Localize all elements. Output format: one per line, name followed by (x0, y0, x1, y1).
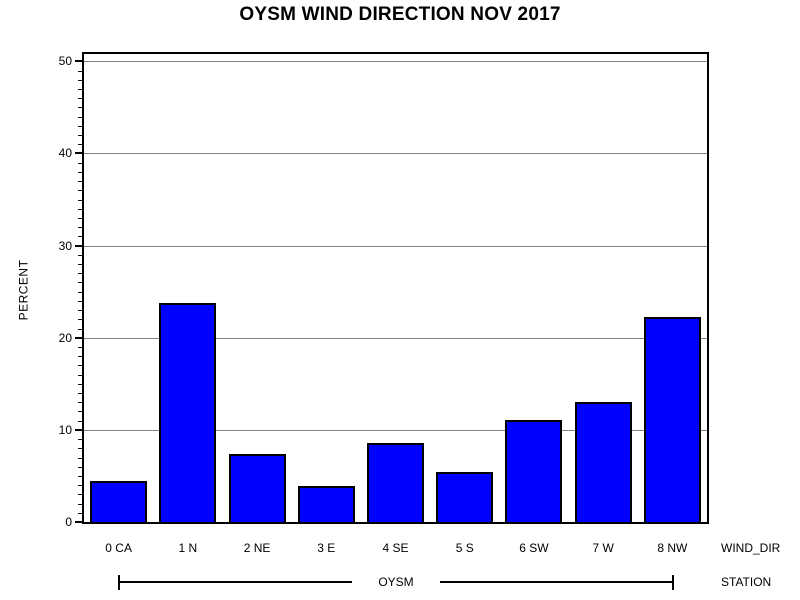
y-tick-label-40: 40 (58, 146, 72, 161)
y-minor-tick (78, 199, 82, 201)
bar-8-nw (643, 317, 701, 522)
x-label-1-n: 1 N (178, 541, 198, 555)
y-minor-tick (78, 264, 82, 266)
y-axis-title-container: PERCENT (4, 240, 42, 340)
y-tick-label-10: 10 (58, 422, 72, 437)
x-label-4-se: 4 SE (382, 541, 409, 555)
x-label-6-sw: 6 SW (519, 541, 549, 555)
y-major-tick-20 (75, 336, 82, 339)
plot-area (82, 52, 709, 524)
y-minor-tick (78, 181, 82, 183)
y-minor-tick (78, 98, 82, 100)
y-minor-tick (78, 125, 82, 127)
x-label-3-e: 3 E (317, 541, 336, 555)
y-minor-tick (78, 300, 82, 302)
y-minor-tick (78, 89, 82, 90)
bar-6-sw (505, 419, 563, 522)
y-minor-tick (78, 135, 82, 137)
y-minor-tick (78, 411, 82, 413)
y-minor-tick (78, 356, 82, 358)
y-tick-label-20: 20 (58, 330, 72, 345)
y-minor-tick (78, 346, 82, 348)
bar-5-s (436, 472, 494, 522)
y-minor-tick (78, 512, 82, 514)
y-minor-tick (78, 217, 82, 219)
y-minor-tick (78, 466, 82, 468)
y-minor-tick (78, 171, 82, 173)
bar-3-e (297, 486, 355, 522)
y-major-tick-50 (75, 60, 82, 63)
y-minor-tick (78, 365, 82, 367)
gridline-50 (84, 61, 707, 63)
y-minor-tick (78, 107, 82, 109)
y-minor-tick (78, 282, 82, 284)
x-label-7-w: 7 W (592, 541, 614, 555)
bracket-line-right (439, 581, 672, 583)
bar-7-w (574, 402, 632, 522)
y-minor-tick (78, 402, 82, 404)
y-minor-tick (78, 291, 82, 293)
y-minor-tick (78, 383, 82, 385)
y-minor-tick (78, 494, 82, 496)
y-minor-tick (78, 116, 82, 118)
y-minor-tick (78, 374, 82, 376)
y-major-tick-30 (75, 244, 82, 247)
y-minor-tick (78, 162, 82, 164)
bar-4-se (367, 442, 424, 522)
y-major-tick-0 (75, 521, 82, 523)
x-label-8-nw: 8 NW (657, 541, 688, 555)
y-minor-tick (78, 310, 82, 312)
bracket-left-tick (118, 574, 120, 590)
y-minor-tick (78, 190, 82, 192)
y-minor-tick (78, 503, 82, 505)
y-minor-tick (78, 144, 82, 146)
y-tick-label-50: 50 (58, 54, 72, 69)
y-minor-tick (78, 319, 82, 321)
gridline-30 (84, 245, 707, 247)
y-minor-tick (78, 236, 82, 238)
y-minor-tick (78, 485, 82, 487)
y-minor-tick (78, 439, 82, 441)
x-label-0-ca: 0 CA (105, 541, 132, 555)
gridline-40 (84, 153, 707, 155)
y-tick-label-30: 30 (58, 238, 72, 253)
x-label-2-ne: 2 NE (243, 541, 271, 555)
bar-2-ne (228, 453, 286, 522)
y-minor-tick (78, 475, 82, 477)
y-minor-tick (78, 208, 82, 210)
y-minor-tick (78, 70, 82, 72)
bar-0-ca (90, 480, 148, 522)
y-minor-tick (78, 227, 82, 229)
bracket-right-tick (672, 574, 674, 590)
y-minor-tick (78, 254, 82, 256)
group-axis-title: STATION (721, 575, 772, 589)
y-major-tick-40 (75, 152, 82, 155)
y-minor-tick (78, 393, 82, 395)
y-tick-label-0: 0 (65, 515, 72, 529)
chart-title: OYSM WIND DIRECTION NOV 2017 (239, 4, 561, 25)
y-minor-tick (78, 79, 82, 81)
x-axis-labels: 0 CA 1 N 2 NE 3 E 4 SE 5 S 6 SW 7 W 8 NW (84, 541, 707, 555)
group-bracket: OYSM (118, 574, 674, 590)
group-value-label: OYSM (378, 575, 414, 589)
y-axis-title: PERCENT (16, 259, 30, 321)
y-minor-tick (78, 448, 82, 450)
x-axis-title: WIND_DIR (721, 541, 781, 555)
y-major-tick-10 (75, 428, 82, 431)
y-minor-tick (78, 273, 82, 275)
x-label-5-s: 5 S (455, 541, 474, 555)
y-minor-tick (78, 420, 82, 422)
y-minor-tick (78, 457, 82, 459)
y-minor-tick (78, 328, 82, 330)
bar-1-n (159, 302, 217, 522)
bracket-line-left (120, 581, 353, 583)
